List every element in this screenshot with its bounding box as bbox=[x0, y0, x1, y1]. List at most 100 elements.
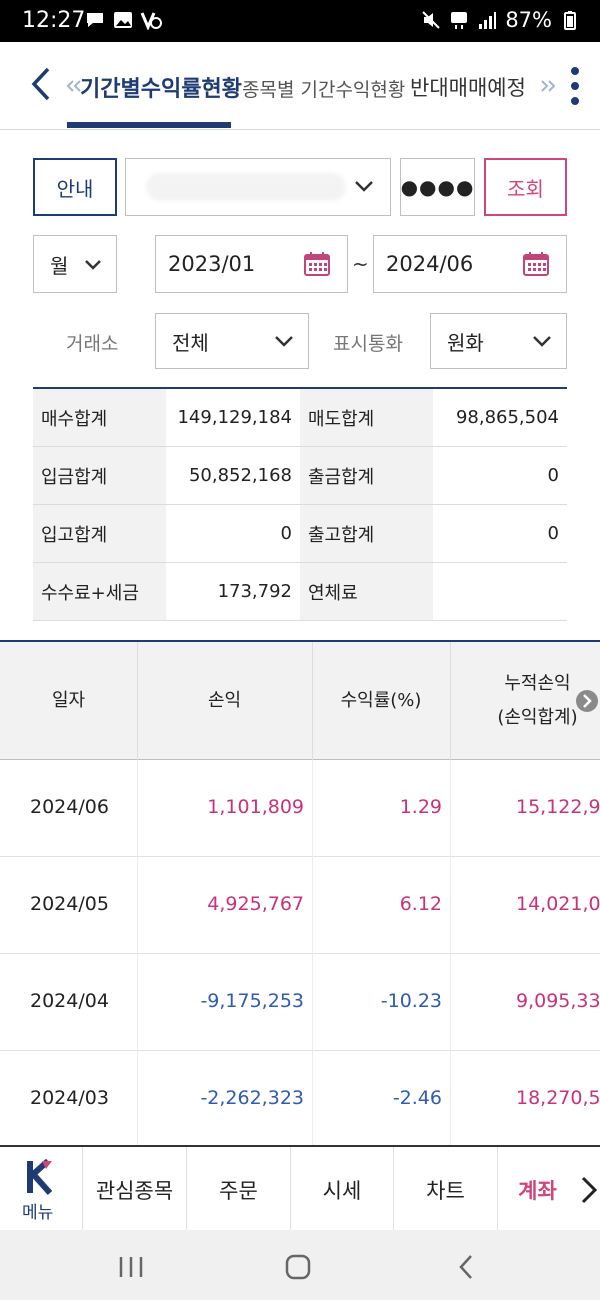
mute-icon bbox=[422, 11, 441, 29]
brand-k-logo-icon bbox=[27, 1158, 53, 1195]
start-date-field[interactable]: 2023/01 bbox=[155, 235, 348, 293]
password-field[interactable]: ●●●● bbox=[400, 158, 475, 216]
summary-value: 50,852,168 bbox=[188, 465, 292, 486]
summary-value: 0 bbox=[547, 465, 559, 486]
cell-date: 2024/06 bbox=[30, 796, 109, 818]
cell-date: 2024/03 bbox=[30, 1087, 109, 1109]
period-unit-select[interactable]: 월 bbox=[33, 235, 117, 293]
summary-key: 수수료+세금 bbox=[33, 563, 166, 620]
exchange-label: 거래소 bbox=[66, 333, 119, 355]
summary-value bbox=[433, 563, 567, 620]
system-navigation-bar bbox=[0, 1230, 600, 1300]
status-bar: 12:27 87% bbox=[0, 0, 600, 42]
notification-icons bbox=[84, 10, 162, 30]
active-tab-indicator bbox=[67, 122, 231, 128]
header-cumulative-title: 누적손익 bbox=[504, 673, 571, 694]
battery-percent: 87% bbox=[505, 8, 552, 32]
summary-row: 입금합계 50,852,168 출금합계 0 bbox=[33, 447, 567, 505]
cell-cumulative-pnl: 18,270,58 bbox=[516, 1087, 600, 1109]
summary-key: 출고합계 bbox=[300, 505, 433, 562]
table-header: 일자 손익 수익률(%) 누적손익 (손익합계) bbox=[0, 642, 600, 760]
exchange-select[interactable]: 전체 bbox=[155, 313, 309, 369]
currency-label: 표시통화 bbox=[333, 333, 403, 355]
calendar-icon[interactable] bbox=[522, 251, 550, 277]
end-date-value: 2024/06 bbox=[386, 252, 474, 276]
scroll-left-chevron-icon[interactable] bbox=[66, 80, 82, 92]
table-row[interactable]: 2024/03 -2,262,323 -2.46 18,270,58 bbox=[0, 1051, 600, 1145]
table-row[interactable]: 2024/04 -9,175,253 -10.23 9,095,33 bbox=[0, 954, 600, 1051]
image-icon bbox=[114, 12, 132, 28]
cell-pnl: 4,925,767 bbox=[207, 893, 304, 915]
period-return-table[interactable]: 일자 손익 수익률(%) 누적손익 (손익합계) 2024/06 1,101,8… bbox=[0, 640, 600, 1145]
cell-return-rate: 6.12 bbox=[399, 893, 442, 915]
menu-label: 메뉴 bbox=[22, 1203, 54, 1223]
system-back-icon[interactable] bbox=[458, 1254, 474, 1280]
back-arrow-icon[interactable] bbox=[28, 66, 54, 102]
header-pnl: 손익 bbox=[207, 690, 242, 711]
table-row[interactable]: 2024/05 4,925,767 6.12 14,021,09 bbox=[0, 857, 600, 954]
table-row[interactable]: 2024/06 1,101,809 1.29 15,122,90 bbox=[0, 760, 600, 857]
chevron-right-icon[interactable] bbox=[580, 1175, 598, 1205]
cell-pnl: -2,262,323 bbox=[200, 1087, 304, 1109]
summary-value: 173,792 bbox=[217, 581, 292, 602]
cell-cumulative-pnl: 9,095,33 bbox=[516, 990, 600, 1012]
tab-navigation: 기간별수익률현황 종목별 기간수익현황 반대매매예정 bbox=[0, 42, 600, 130]
tab-forced-sale[interactable]: 반대매매예정 bbox=[410, 76, 526, 100]
currency-value: 원화 bbox=[447, 330, 484, 355]
info-button[interactable]: 안내 bbox=[33, 158, 117, 216]
cell-date: 2024/05 bbox=[30, 893, 109, 915]
period-unit-value: 월 bbox=[50, 253, 69, 278]
start-date-value: 2023/01 bbox=[168, 252, 256, 276]
cell-return-rate: -2.46 bbox=[392, 1087, 442, 1109]
search-button[interactable]: 조회 bbox=[484, 158, 567, 216]
end-date-field[interactable]: 2024/06 bbox=[373, 235, 567, 293]
network-5g-icon bbox=[451, 12, 468, 29]
summary-key: 연체료 bbox=[300, 563, 433, 620]
summary-key: 매수합계 bbox=[33, 389, 166, 446]
bottom-menu: 메뉴 관심종목 주문 시세 차트 계좌 bbox=[0, 1145, 600, 1232]
cell-pnl: -9,175,253 bbox=[200, 990, 304, 1012]
date-range-separator: ~ bbox=[352, 252, 369, 276]
summary-row: 수수료+세금 173,792 연체료 bbox=[33, 563, 567, 621]
chevron-down-icon bbox=[355, 181, 373, 192]
menu-item-watchlist[interactable]: 관심종목 bbox=[82, 1147, 186, 1232]
header-return-rate: 수익률(%) bbox=[340, 690, 422, 711]
status-time: 12:27 bbox=[22, 8, 86, 33]
cell-return-rate: -10.23 bbox=[380, 990, 442, 1012]
summary-key: 매도합계 bbox=[300, 389, 433, 446]
menu-item-quotes[interactable]: 시세 bbox=[290, 1147, 393, 1232]
summary-key: 출금합계 bbox=[300, 447, 433, 504]
scroll-right-icon[interactable] bbox=[575, 689, 599, 713]
cell-pnl: 1,101,809 bbox=[207, 796, 304, 818]
more-options-icon[interactable] bbox=[569, 66, 581, 106]
recent-apps-icon[interactable] bbox=[118, 1256, 144, 1278]
header-cumulative-subtitle: (손익합계) bbox=[497, 707, 578, 728]
chat-bubble-icon bbox=[87, 13, 103, 27]
menu-item-order[interactable]: 주문 bbox=[186, 1147, 290, 1232]
menu-item-account[interactable]: 계좌 bbox=[497, 1147, 577, 1232]
summary-row: 입고합계 0 출고합계 0 bbox=[33, 505, 567, 563]
summary-key: 입금합계 bbox=[33, 447, 166, 504]
summary-table: 매수합계 149,129,184 매도합계 98,865,504 입금합계 50… bbox=[33, 387, 567, 621]
exchange-value: 전체 bbox=[172, 330, 209, 355]
summary-value: 98,865,504 bbox=[455, 407, 559, 428]
currency-select[interactable]: 원화 bbox=[430, 313, 567, 369]
chevron-down-icon bbox=[85, 260, 101, 270]
tab-period-return[interactable]: 기간별수익률현황 bbox=[80, 77, 242, 102]
cell-date: 2024/04 bbox=[30, 990, 109, 1012]
account-number-masked bbox=[146, 173, 346, 201]
app-notification-icon bbox=[140, 12, 162, 30]
home-icon[interactable] bbox=[285, 1254, 311, 1280]
cell-return-rate: 1.29 bbox=[399, 796, 442, 818]
chevron-down-icon bbox=[533, 336, 551, 347]
battery-icon bbox=[564, 11, 576, 30]
signal-icon bbox=[479, 12, 497, 29]
chevron-down-icon bbox=[275, 336, 293, 347]
cell-cumulative-pnl: 15,122,90 bbox=[516, 796, 600, 818]
tab-stock-period-return[interactable]: 종목별 기간수익현황 bbox=[242, 79, 406, 101]
menu-item-chart[interactable]: 차트 bbox=[393, 1147, 497, 1232]
account-select[interactable] bbox=[125, 158, 391, 216]
calendar-icon[interactable] bbox=[303, 251, 331, 277]
header-date: 일자 bbox=[51, 690, 86, 711]
scroll-right-chevron-icon[interactable] bbox=[540, 80, 556, 92]
